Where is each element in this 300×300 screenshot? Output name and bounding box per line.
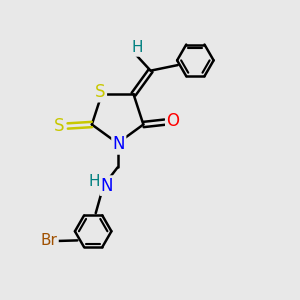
Text: N: N bbox=[101, 177, 113, 195]
Text: S: S bbox=[95, 83, 106, 101]
Text: S: S bbox=[54, 117, 64, 135]
Text: Br: Br bbox=[41, 233, 58, 248]
Text: N: N bbox=[112, 135, 125, 153]
Text: H: H bbox=[89, 174, 100, 189]
Text: H: H bbox=[131, 40, 143, 56]
Text: O: O bbox=[166, 112, 179, 130]
